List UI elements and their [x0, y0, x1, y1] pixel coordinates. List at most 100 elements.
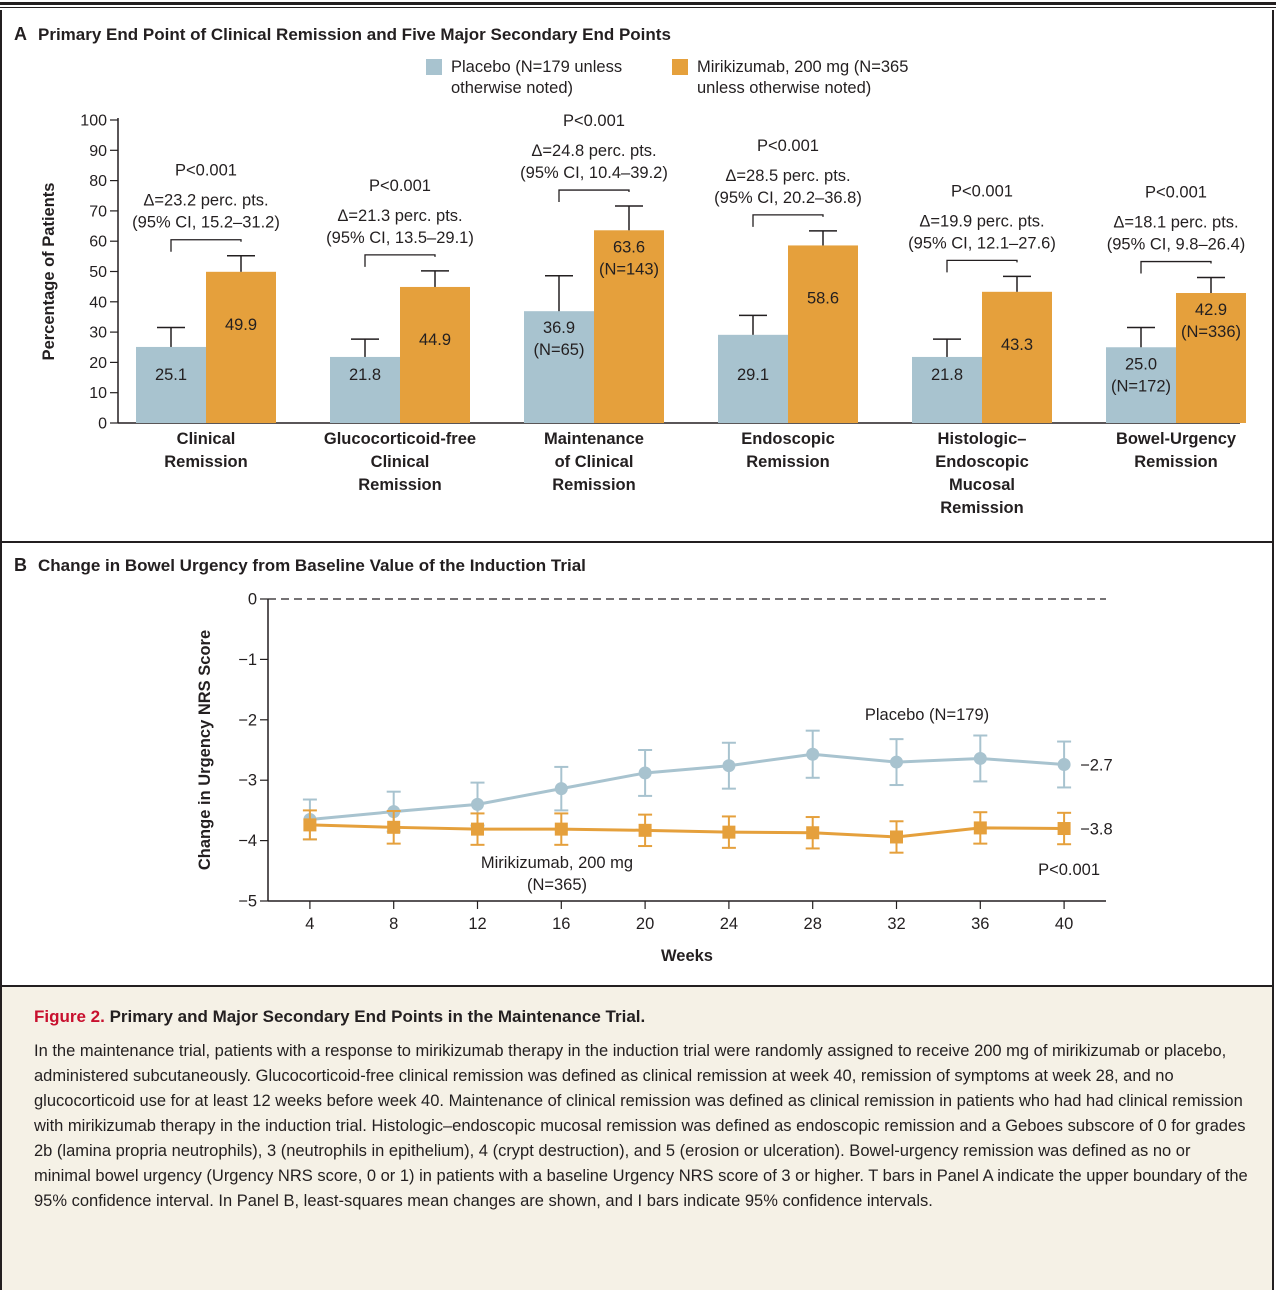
p-value-label: P<0.001	[1038, 861, 1100, 879]
y-tick-label: 100	[80, 113, 107, 130]
y-tick-label: −2	[238, 711, 257, 729]
bar-value-label: 36.9	[543, 319, 575, 337]
x-tick-label: 4	[305, 915, 314, 933]
annotation-delta: Δ=24.8 perc. pts.	[531, 142, 656, 160]
legend-label: otherwise noted)	[451, 79, 573, 97]
data-point	[973, 751, 987, 765]
y-axis-label: Percentage of Patients	[40, 183, 58, 361]
x-axis-label: Weeks	[661, 947, 713, 965]
data-point	[806, 826, 820, 840]
significance-bracket	[946, 259, 1018, 273]
bar-value-label: 44.9	[419, 331, 451, 349]
bar	[400, 286, 470, 423]
significance-bracket	[558, 189, 630, 203]
bar	[788, 245, 858, 423]
y-axis-label: Change in Urgency NRS Score	[196, 630, 214, 870]
data-point	[973, 821, 987, 835]
bar-n-label: (N=143)	[599, 260, 659, 278]
series-line	[309, 823, 1065, 839]
top-rule	[0, 2, 1276, 5]
annotation-ci: (95% CI, 15.2–31.2)	[132, 214, 280, 232]
bar-value-label: 42.9	[1195, 301, 1227, 319]
y-tick-label: −1	[238, 651, 257, 669]
bar-value-label: 25.0	[1125, 355, 1157, 373]
x-tick-label: 24	[720, 915, 738, 933]
category-label: Remission	[1134, 453, 1217, 471]
category-label: Endoscopic	[935, 453, 1029, 471]
y-tick-label: −4	[238, 832, 257, 850]
series-label-mirikizumab: Mirikizumab, 200 mg	[481, 854, 633, 872]
bar	[136, 346, 206, 423]
series-end-label: −2.7	[1080, 756, 1113, 774]
bar-value-label: 21.8	[349, 366, 381, 384]
x-tick-label: 28	[804, 915, 822, 933]
figure-label: Figure 2.	[34, 1007, 105, 1026]
y-tick-label: −5	[238, 893, 257, 911]
data-point	[722, 825, 736, 839]
category-label: Remission	[358, 476, 441, 494]
annotation-p: P<0.001	[563, 112, 625, 130]
category-label: Histologic–	[938, 430, 1027, 448]
caption-body: In the maintenance trial, patients with …	[34, 1042, 1248, 1210]
y-tick-label: 50	[89, 264, 107, 281]
bar-chart: 0 10 20 30 40 50 60 70 80 90 100 Percentage of Pati…	[40, 58, 1246, 517]
panel-b-letter: B	[14, 555, 27, 575]
bar-value-label: 25.1	[155, 366, 187, 384]
y-tick-label: 30	[89, 325, 107, 342]
y-tick-label: 90	[89, 143, 107, 160]
annotation-ci: (95% CI, 20.2–36.8)	[714, 189, 862, 207]
y-tick-label: 60	[89, 234, 107, 251]
annotation-ci: (95% CI, 12.1–27.6)	[908, 234, 1056, 252]
data-point	[1057, 757, 1071, 771]
category-label: Remission	[164, 453, 247, 471]
bar-value-label: 43.3	[1001, 336, 1033, 354]
bar-value-label: 58.6	[807, 289, 839, 307]
legend-swatch	[426, 59, 442, 75]
x-tick-label: 32	[887, 915, 905, 933]
y-tick-label: −3	[238, 772, 257, 790]
significance-bracket	[1140, 260, 1212, 274]
category-label: Mucosal	[949, 476, 1015, 494]
annotation-delta: Δ=21.3 perc. pts.	[337, 207, 462, 225]
series-label-placebo: Placebo (N=179)	[865, 706, 989, 724]
x-tick-label: 12	[468, 915, 486, 933]
bar-n-label: (N=172)	[1111, 377, 1171, 395]
legend-label: Mirikizumab, 200 mg (N=365	[697, 58, 908, 76]
annotation-p: P<0.001	[369, 177, 431, 195]
annotation-delta: Δ=28.5 perc. pts.	[725, 167, 850, 185]
data-point	[471, 822, 484, 836]
data-point	[638, 823, 652, 837]
category-label: Clinical	[371, 453, 430, 471]
bar	[206, 271, 276, 423]
series-end-label: −3.8	[1080, 821, 1113, 839]
x-tick-label: 20	[636, 915, 654, 933]
annotation-ci: (95% CI, 9.8–26.4)	[1107, 236, 1246, 254]
line-chart: 0 −1 −2 −3 −4 −5 4 8 12 16 20 24 28 32 36 40 Weeks Change…	[196, 591, 1113, 966]
category-label: Endoscopic	[741, 430, 835, 448]
figure-caption: Figure 2. Primary and Major Secondary En…	[0, 987, 1274, 1290]
bar-value-label: 49.9	[225, 316, 257, 334]
category-label: of Clinical	[555, 453, 634, 471]
data-point	[471, 797, 484, 811]
significance-bracket	[752, 214, 824, 227]
category-label: Clinical	[177, 430, 236, 448]
data-point	[638, 766, 652, 780]
data-point	[554, 782, 568, 796]
significance-bracket	[170, 239, 242, 252]
caption-title: Figure 2. Primary and Major Secondary En…	[34, 1007, 645, 1027]
data-point	[387, 820, 401, 834]
y-tick-label: 40	[89, 294, 107, 311]
data-point	[1057, 822, 1071, 836]
legend-label: Placebo (N=179 unless	[451, 58, 622, 76]
bar	[1106, 347, 1176, 423]
data-point	[303, 818, 317, 832]
y-tick-label: 10	[89, 385, 107, 402]
category-label: Remission	[552, 476, 635, 494]
annotation-p: P<0.001	[175, 162, 237, 180]
bar	[718, 334, 788, 423]
bar-n-label: (N=336)	[1181, 323, 1241, 341]
y-tick-label: 70	[89, 203, 107, 220]
bar	[912, 356, 982, 423]
bar	[524, 311, 594, 423]
